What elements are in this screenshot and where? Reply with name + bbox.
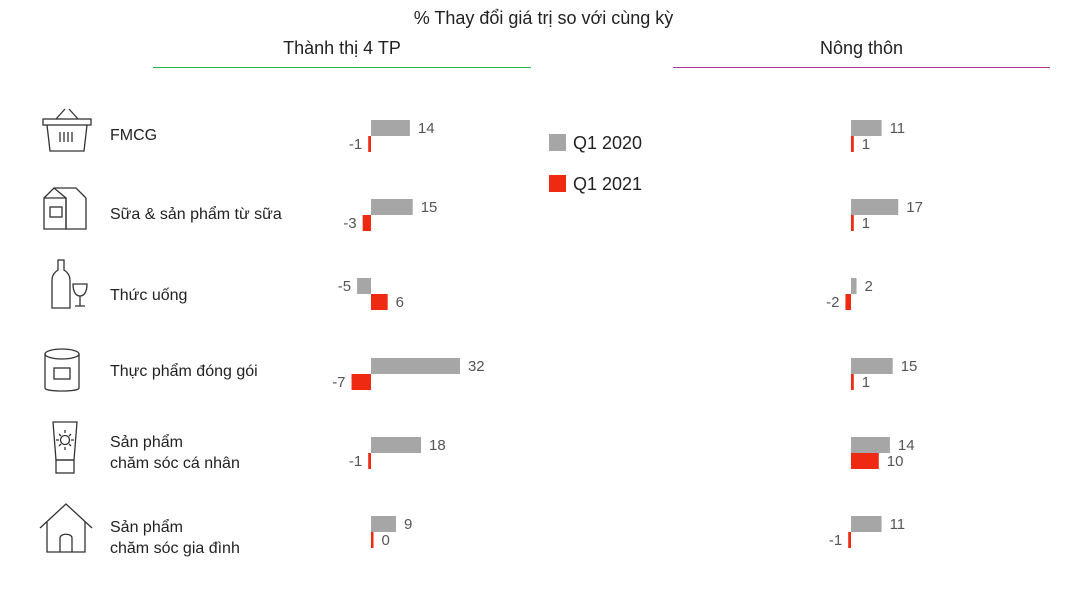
data-label-urban-s1-c4: -1 xyxy=(349,453,362,470)
bar-urban-s1-c0 xyxy=(368,136,371,152)
category-label-personal-care: Sản phẩm chăm sóc cá nhân xyxy=(110,434,240,472)
bar-rural-s0-c0 xyxy=(851,120,882,136)
category-label-packaged-food: Thực phẩm đóng gói xyxy=(110,363,258,380)
data-label-rural-s0-c1: 17 xyxy=(906,199,923,216)
bar-rural-s1-c0 xyxy=(851,136,854,152)
data-label-rural-s0-c2: 2 xyxy=(865,278,873,295)
bar-rural-s1-c4 xyxy=(851,453,879,469)
bar-urban-s0-c4 xyxy=(371,437,422,453)
bar-rural-s1-c2 xyxy=(845,294,851,310)
bottle-glass-icon xyxy=(51,259,88,309)
data-label-rural-s0-c5: 11 xyxy=(890,516,906,533)
legend-swatch-q1-2021 xyxy=(549,175,566,192)
bar-urban-s1-c3 xyxy=(351,374,371,390)
category-label-fmcg: FMCG xyxy=(110,127,158,144)
data-label-urban-s0-c4: 18 xyxy=(429,437,446,454)
panel-title-urban: Thành thị 4 TP xyxy=(283,38,401,58)
data-label-rural-s1-c2: -2 xyxy=(826,294,839,311)
data-label-urban-s0-c0: 14 xyxy=(418,120,435,137)
chart-title: % Thay đổi giá trị so với cùng kỳ xyxy=(413,8,674,28)
bar-urban-s0-c0 xyxy=(371,120,410,136)
category-label-dairy: Sữa & sản phẩm từ sữa xyxy=(110,206,282,223)
legend-swatch-q1-2020 xyxy=(549,134,566,151)
bar-urban-s1-c2 xyxy=(371,294,388,310)
data-label-urban-s0-c1: 15 xyxy=(421,199,438,216)
data-label-urban-s1-c0: -1 xyxy=(349,136,362,153)
data-label-urban-s1-c3: -7 xyxy=(332,374,345,391)
house-icon xyxy=(39,503,93,553)
bar-rural-s0-c2 xyxy=(851,278,857,294)
data-label-urban-s0-c5: 9 xyxy=(404,516,412,533)
data-label-rural-s1-c5: -1 xyxy=(829,532,842,549)
data-label-urban-s1-c5: 0 xyxy=(382,532,390,549)
data-label-rural-s1-c4: 10 xyxy=(887,453,904,470)
data-label-rural-s0-c0: 11 xyxy=(890,120,906,137)
bar-urban-s0-c2 xyxy=(357,278,371,294)
urban-panel-rule xyxy=(153,67,531,68)
bar-urban-s1-c1 xyxy=(362,215,371,231)
legend-label-q1-2020: Q1 2020 xyxy=(573,133,643,153)
data-label-rural-s0-c3: 15 xyxy=(901,358,918,375)
category-label-beverages: Thức uống xyxy=(110,287,188,304)
bar-rural-s0-c1 xyxy=(851,199,899,215)
bar-rural-s0-c3 xyxy=(851,358,893,374)
data-label-rural-s1-c1: 1 xyxy=(862,215,870,232)
category-label-home-care: Sản phẩm chăm sóc gia đình xyxy=(110,519,240,557)
packaged-food-can-icon xyxy=(44,348,80,392)
data-label-urban-s0-c3: 32 xyxy=(468,358,485,375)
milk-carton-icon xyxy=(43,187,87,230)
bar-urban-s0-c1 xyxy=(371,199,413,215)
data-label-rural-s1-c0: 1 xyxy=(862,136,870,153)
bar-urban-s1-c4 xyxy=(368,453,371,469)
bar-urban-s0-c3 xyxy=(371,358,460,374)
bar-rural-s1-c5 xyxy=(848,532,851,548)
bar-urban-s0-c5 xyxy=(371,516,397,532)
bar-rural-s1-c3 xyxy=(851,374,854,390)
bar-rural-s1-c1 xyxy=(851,215,854,231)
data-label-urban-s0-c2: -5 xyxy=(338,278,351,295)
bar-rural-s0-c4 xyxy=(851,437,890,453)
bar-rural-s0-c5 xyxy=(851,516,882,532)
data-label-rural-s1-c3: 1 xyxy=(862,374,870,391)
rural-panel-rule xyxy=(673,67,1050,68)
data-label-urban-s1-c2: 6 xyxy=(396,294,404,311)
legend-label-q1-2021: Q1 2021 xyxy=(573,174,643,194)
sunscreen-tube-icon xyxy=(52,421,78,474)
panel-title-rural: Nông thôn xyxy=(819,38,904,58)
data-label-rural-s0-c4: 14 xyxy=(898,437,915,454)
data-label-urban-s1-c1: -3 xyxy=(343,215,356,232)
basket-icon xyxy=(42,108,92,152)
bar-urban-s1-c5 xyxy=(371,532,374,548)
